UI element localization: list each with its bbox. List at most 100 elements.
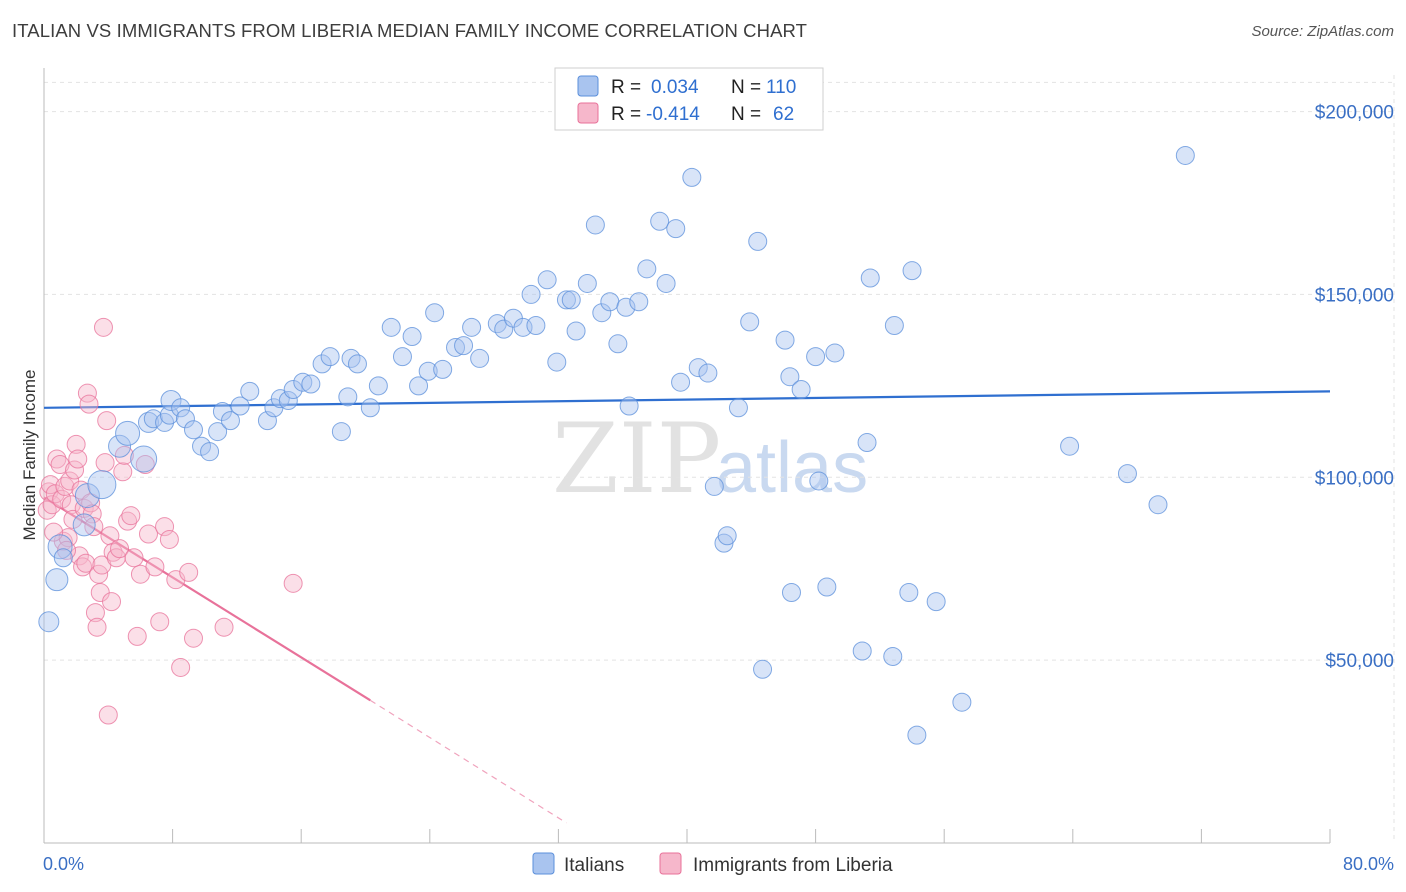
source-label: Source: ZipAtlas.com (1251, 23, 1394, 40)
point-italians (556, 290, 576, 310)
correlation-legend: R = 0.034 N = 110 R = -0.414 N = 62 (554, 67, 824, 131)
point-italians (629, 292, 649, 312)
point-liberia (283, 573, 303, 593)
point-italians (577, 273, 597, 293)
point-italians (748, 231, 768, 251)
point-italians (791, 380, 811, 400)
trend-line-liberia-extrapolated (370, 699, 567, 824)
point-italians (817, 577, 837, 597)
point-italians (1148, 495, 1168, 515)
point-italians (293, 372, 313, 392)
point-italians (418, 361, 438, 381)
point-italians (72, 513, 96, 537)
series-swatch-liberia (659, 852, 682, 875)
legend-n-value-1: 110 (766, 77, 796, 98)
point-italians (666, 219, 686, 239)
point-italians (688, 358, 708, 378)
trend-lines (43, 390, 1331, 824)
point-liberia (127, 626, 147, 646)
point-italians (312, 354, 332, 374)
point-italians (301, 374, 321, 394)
point-italians (381, 317, 401, 337)
series-legend: Italians Immigrants from Liberia (532, 852, 893, 876)
data-points (37, 145, 1195, 745)
point-italians (1175, 145, 1195, 165)
point-italians (1117, 464, 1137, 484)
point-liberia (155, 517, 175, 537)
y-tick-label: $100,000 (1315, 468, 1394, 489)
point-italians (183, 420, 203, 440)
point-liberia (52, 489, 72, 509)
point-italians (425, 303, 445, 323)
point-liberia (179, 562, 199, 582)
point-liberia (103, 542, 123, 562)
point-italians (230, 396, 250, 416)
x-tick-label-max: 80.0% (1343, 854, 1394, 874)
point-italians (240, 381, 260, 401)
axes (43, 68, 1331, 844)
point-liberia (84, 517, 104, 537)
point-italians (952, 692, 972, 712)
point-italians (775, 330, 795, 350)
point-italians (409, 376, 429, 396)
point-liberia (183, 628, 203, 648)
point-italians (899, 582, 919, 602)
point-liberia (47, 449, 67, 469)
series-label-liberia: Immigrants from Liberia (693, 855, 893, 876)
point-italians (270, 389, 290, 409)
point-italians (883, 646, 903, 666)
point-italians (130, 445, 158, 473)
y-axis-label: Median Family Income (20, 369, 39, 540)
point-italians (619, 396, 639, 416)
point-italians (926, 592, 946, 612)
point-liberia (171, 657, 191, 677)
point-italians (47, 534, 73, 560)
point-italians (650, 211, 670, 231)
trend-line-liberia (43, 496, 371, 702)
point-italians (682, 167, 702, 187)
point-italians (809, 471, 829, 491)
point-italians (585, 215, 605, 235)
point-liberia (100, 526, 120, 546)
point-italians (566, 321, 586, 341)
point-liberia (159, 529, 179, 549)
series-swatch-italians (532, 852, 555, 875)
point-italians (806, 347, 826, 367)
watermark-zip: ZIP (552, 403, 721, 515)
legend-r-label-1: R = (611, 77, 641, 98)
point-italians (283, 380, 303, 400)
point-italians (402, 326, 422, 346)
point-italians (331, 422, 351, 442)
point-liberia (114, 445, 134, 465)
point-liberia (124, 548, 144, 568)
legend-n-label-2: N = (731, 104, 761, 125)
legend-swatch-blue (577, 75, 599, 97)
x-tick-label-min: 0.0% (43, 854, 84, 874)
legend-r-label-2: R = (611, 104, 641, 125)
point-liberia (93, 317, 113, 337)
y-tick-label: $200,000 (1315, 103, 1394, 124)
point-italians (537, 270, 557, 290)
point-liberia (98, 705, 118, 725)
point-italians (521, 284, 541, 304)
point-italians (728, 398, 748, 418)
point-liberia (66, 434, 86, 454)
point-liberia (145, 557, 165, 577)
point-italians (200, 442, 220, 462)
point-italians (753, 659, 773, 679)
point-italians (115, 420, 141, 446)
point-italians (160, 389, 182, 411)
point-italians (671, 372, 691, 392)
point-italians (616, 297, 636, 317)
point-italians (74, 483, 100, 509)
point-italians (462, 317, 482, 337)
point-liberia (118, 511, 138, 531)
point-italians (656, 273, 676, 293)
point-liberia (102, 592, 122, 612)
point-liberia (42, 495, 62, 515)
legend-box (554, 67, 824, 131)
point-italians (608, 334, 628, 354)
legend-n-label-1: N = (731, 77, 761, 98)
point-italians (338, 387, 358, 407)
